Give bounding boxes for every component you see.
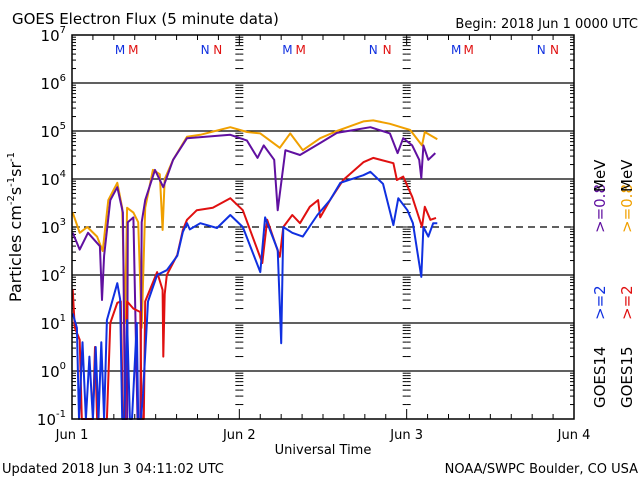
y-tick-exponent: 3 xyxy=(60,217,66,228)
y-tick-label: 10-1 xyxy=(37,409,66,429)
legend-energy-2mev: >=2 xyxy=(591,285,609,320)
y-tick-base: 10 xyxy=(41,315,60,333)
y-axis-label-sr: sr xyxy=(6,162,25,177)
y-tick-base: 10 xyxy=(41,363,60,381)
x-tick-labels: Jun 1 Jun 2 Jun 3 Jun 4 xyxy=(55,428,591,443)
x-tick-label: Jun 4 xyxy=(557,428,591,443)
marker-label: M xyxy=(464,43,474,57)
y-axis-label-exp2: -1 xyxy=(6,177,17,187)
y-tick-label: 104 xyxy=(41,169,66,189)
y-tick-base: 10 xyxy=(41,219,60,237)
legend-energy-0.8mev: >=0.8 xyxy=(618,184,636,233)
chart-title: GOES Electron Flux (5 minute data) xyxy=(12,10,279,28)
y-tick-label: 103 xyxy=(41,217,66,237)
series-line-3 xyxy=(71,170,438,420)
y-tick-exponent: 1 xyxy=(60,313,66,324)
y-tick-exponent: 4 xyxy=(60,169,66,180)
y-tick-base: 10 xyxy=(41,27,60,45)
y-axis-label-exp3: -1 xyxy=(6,152,17,162)
y-tick-base: 10 xyxy=(41,123,60,141)
y-tick-label: 101 xyxy=(41,313,66,333)
y-axis-label-exp1: -2 xyxy=(6,195,17,205)
y-tick-exponent: 6 xyxy=(60,73,66,84)
y-axis-label: Particles cm-2s-1sr-1 xyxy=(6,152,25,302)
y-tick-base: 10 xyxy=(41,171,60,189)
y-tick-label: 100 xyxy=(41,361,66,381)
legend-energy-0.8mev: >=0.8 xyxy=(591,184,609,233)
x-axis-label: Universal Time xyxy=(275,443,372,458)
y-tick-label: 106 xyxy=(41,73,66,93)
marker-label: N xyxy=(537,43,546,57)
y-tick-base: 10 xyxy=(41,267,60,285)
y-tick-exponent: 5 xyxy=(60,121,66,132)
y-tick-exponent: 0 xyxy=(60,361,66,372)
y-tick-label: 102 xyxy=(41,265,66,285)
data-series xyxy=(71,119,438,420)
marker-label: M xyxy=(451,43,461,57)
y-axis-label-s: s xyxy=(6,187,25,195)
marker-label: N xyxy=(213,43,222,57)
series-line-1 xyxy=(71,126,436,420)
legend-satellite: GOES14 xyxy=(591,346,609,408)
updated-timestamp: Updated 2018 Jun 3 04:11:02 UTC xyxy=(2,462,224,477)
y-tick-label: 107 xyxy=(41,25,66,45)
x-tick-label: Jun 3 xyxy=(389,428,423,443)
marker-label: N xyxy=(550,43,559,57)
legend-unit: MeV xyxy=(618,159,636,192)
begin-label: Begin: 2018 Jun 1 0000 UTC xyxy=(455,17,638,32)
legend-energy-2mev: >=2 xyxy=(618,285,636,320)
y-tick-label: 105 xyxy=(41,121,66,141)
y-tick-exponent: 7 xyxy=(60,25,66,36)
legend-satellite: GOES15 xyxy=(618,346,636,408)
y-tick-exponent: 2 xyxy=(60,265,66,276)
plot-frame xyxy=(71,34,575,420)
legend-unit: MeV xyxy=(591,159,609,192)
x-tick-label: Jun 1 xyxy=(55,428,89,443)
marker-label: N xyxy=(369,43,378,57)
marker-label: M xyxy=(115,43,125,57)
y-tick-base: 10 xyxy=(37,411,56,429)
marker-label: M xyxy=(282,43,292,57)
source-credit: NOAA/SWPC Boulder, CO USA xyxy=(445,462,638,477)
x-tick-label: Jun 2 xyxy=(222,428,256,443)
series-line-2 xyxy=(71,156,437,420)
y-axis-label-base: Particles cm xyxy=(6,205,25,302)
marker-label: N xyxy=(383,43,392,57)
marker-label: N xyxy=(201,43,210,57)
marker-label: M xyxy=(296,43,306,57)
marker-label: M xyxy=(128,43,138,57)
y-tick-exponent: -1 xyxy=(56,409,66,420)
y-tick-base: 10 xyxy=(41,75,60,93)
